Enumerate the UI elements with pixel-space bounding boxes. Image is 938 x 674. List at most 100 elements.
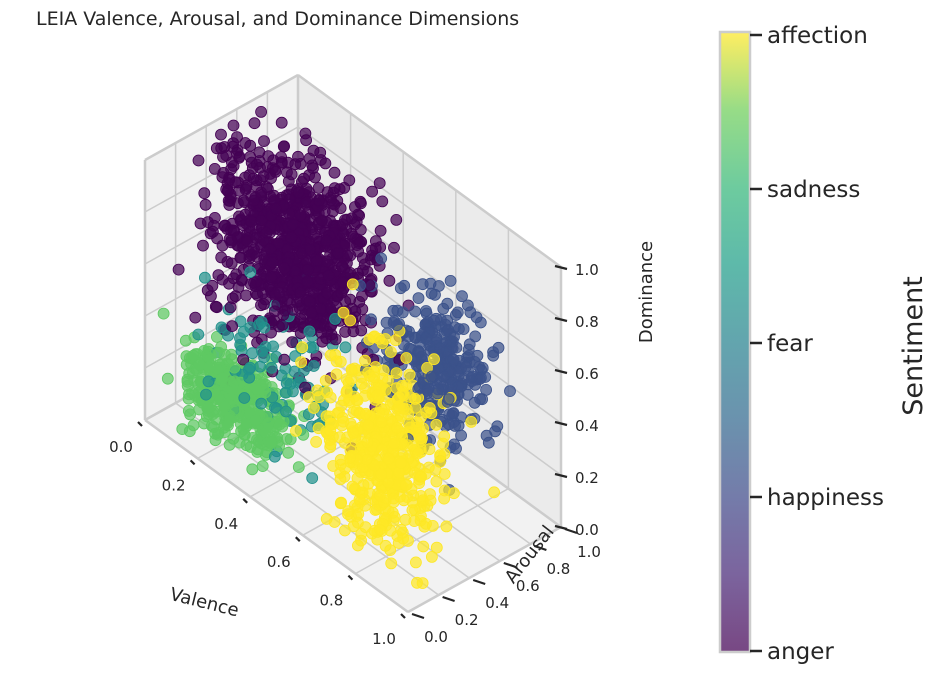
affection-point bbox=[385, 557, 398, 570]
sadness-point bbox=[176, 423, 189, 436]
x-tick-label: 0.4 bbox=[214, 515, 238, 533]
anger-point bbox=[228, 224, 241, 237]
fear-point bbox=[255, 397, 268, 410]
happiness-point bbox=[462, 343, 475, 356]
anger-point bbox=[354, 223, 367, 236]
anger-point bbox=[220, 183, 233, 196]
affection-point bbox=[387, 492, 400, 505]
affection-point bbox=[391, 421, 404, 434]
affection-point bbox=[409, 556, 422, 569]
fear-point bbox=[268, 450, 281, 463]
anger-point bbox=[230, 268, 243, 281]
sadness-point bbox=[265, 436, 278, 449]
anger-point bbox=[277, 308, 290, 321]
x-tick-label: 0.6 bbox=[267, 553, 291, 571]
anger-point bbox=[225, 257, 238, 270]
anger-point bbox=[215, 128, 227, 141]
anger-point bbox=[275, 156, 288, 169]
anger-point bbox=[258, 135, 270, 148]
affection-point bbox=[337, 415, 350, 428]
affection-point bbox=[290, 424, 302, 437]
x-tick-label: 1.0 bbox=[372, 630, 396, 648]
y-tick-label: 1.0 bbox=[577, 543, 601, 561]
top-back-edge-line bbox=[297, 73, 562, 269]
anger-point bbox=[266, 256, 279, 269]
affection-point bbox=[388, 437, 401, 450]
affection-point bbox=[351, 539, 364, 552]
affection-point bbox=[358, 382, 371, 394]
sadness-point bbox=[222, 419, 234, 432]
anger-point bbox=[308, 228, 320, 241]
affection-point bbox=[411, 447, 424, 460]
anger-point bbox=[297, 172, 310, 185]
affection-point bbox=[334, 355, 347, 368]
anger-point bbox=[189, 311, 202, 324]
anger-point bbox=[234, 251, 247, 264]
y-tick bbox=[472, 578, 486, 586]
sadness-point bbox=[282, 446, 295, 459]
x-tick bbox=[295, 536, 301, 542]
affection-point bbox=[361, 436, 374, 449]
anger-point bbox=[388, 241, 400, 254]
anger-point bbox=[257, 298, 270, 311]
colorbar-tick-label: fear bbox=[767, 331, 813, 357]
sadness-point bbox=[218, 400, 231, 413]
sadness-point bbox=[238, 429, 251, 441]
anger-point bbox=[229, 290, 242, 303]
colorbar-label: Sentiment bbox=[898, 276, 929, 416]
affection-point bbox=[388, 511, 401, 523]
fear-point bbox=[244, 266, 257, 279]
fear-point bbox=[254, 360, 267, 373]
affection-point bbox=[426, 520, 439, 532]
happiness-point bbox=[476, 361, 489, 374]
happiness-point bbox=[441, 314, 454, 327]
anger-point bbox=[269, 165, 282, 178]
anger-point bbox=[312, 182, 325, 194]
z-tick-label: 0.4 bbox=[575, 417, 599, 435]
affection-point bbox=[393, 466, 405, 479]
chart-title: LEIA Valence, Arousal, and Dominance Dim… bbox=[36, 8, 519, 30]
happiness-point bbox=[409, 305, 422, 318]
happiness-point bbox=[469, 330, 482, 343]
affection-point bbox=[465, 415, 478, 428]
anger-point bbox=[262, 150, 275, 163]
anger-point bbox=[339, 295, 352, 308]
anger-point bbox=[280, 166, 293, 179]
affection-point bbox=[430, 541, 443, 554]
fear-point bbox=[192, 328, 205, 341]
fear-point bbox=[198, 271, 211, 284]
fear-point bbox=[238, 392, 251, 404]
anger-point bbox=[172, 263, 185, 276]
anger-point bbox=[273, 286, 286, 299]
affection-point bbox=[411, 576, 423, 589]
sadness-point bbox=[161, 372, 174, 385]
anger-point bbox=[192, 154, 205, 167]
affection-point bbox=[382, 452, 395, 465]
anger-point bbox=[374, 224, 387, 237]
affection-point bbox=[375, 416, 388, 429]
y-axis-line bbox=[407, 525, 562, 614]
sadness-point bbox=[225, 383, 238, 396]
sadness-point bbox=[256, 460, 269, 473]
z-tick bbox=[554, 264, 568, 271]
anger-point bbox=[277, 140, 290, 153]
anger-point bbox=[260, 226, 273, 239]
anger-point bbox=[302, 264, 315, 276]
affection-point bbox=[334, 473, 347, 486]
anger-point bbox=[237, 353, 250, 366]
affection-point bbox=[359, 354, 371, 367]
anger-point bbox=[304, 243, 317, 256]
affection-point bbox=[307, 402, 320, 414]
y-tick bbox=[411, 612, 425, 620]
sadness-point bbox=[273, 418, 286, 431]
affection-point bbox=[375, 468, 388, 481]
anger-point bbox=[244, 150, 257, 163]
affection-point bbox=[430, 475, 443, 488]
anger-point bbox=[294, 286, 307, 299]
data-points bbox=[157, 106, 516, 589]
happiness-point bbox=[428, 314, 441, 327]
happiness-point bbox=[444, 274, 457, 287]
anger-point bbox=[315, 214, 328, 227]
anger-point bbox=[255, 214, 268, 227]
fear-point bbox=[243, 371, 256, 384]
